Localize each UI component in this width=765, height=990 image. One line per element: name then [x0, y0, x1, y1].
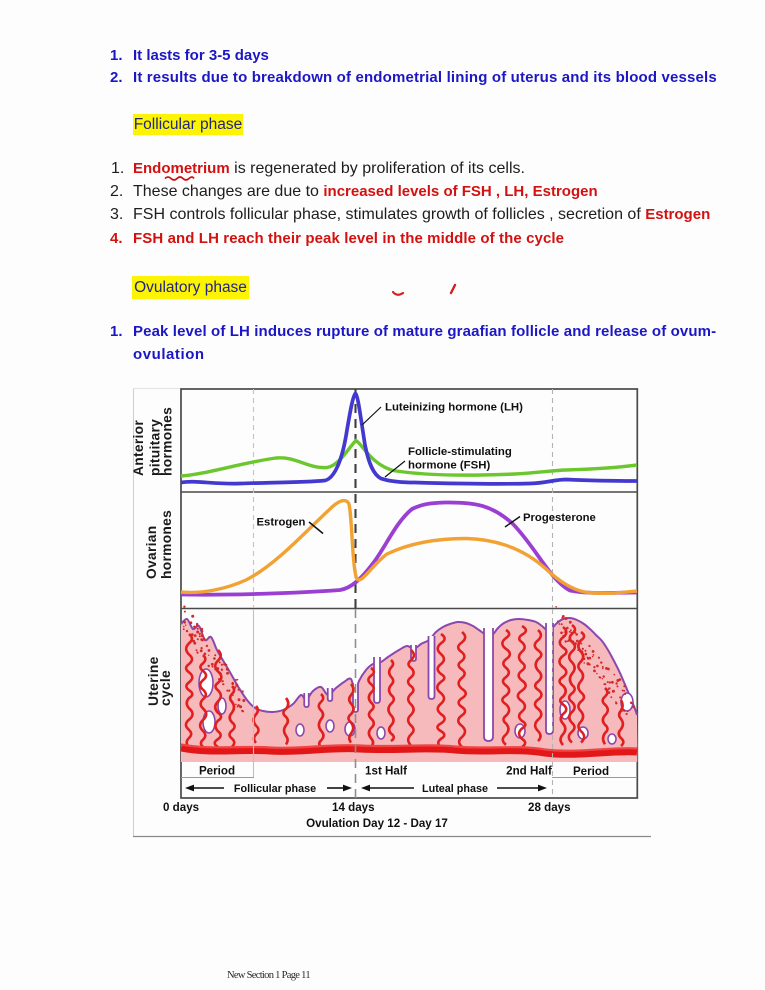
svg-text:hormone (FSH): hormone (FSH): [408, 460, 490, 472]
svg-text:Ovarian: Ovarian: [144, 526, 159, 579]
svg-text:Luteal phase: Luteal phase: [422, 783, 488, 795]
svg-text:Period: Period: [573, 765, 609, 778]
svg-text:Ovulation Day 12 - Day 17: Ovulation Day 12 - Day 17: [306, 817, 448, 830]
svg-text:Anterior: Anterior: [131, 420, 146, 476]
svg-text:Estrogen: Estrogen: [257, 517, 306, 529]
svg-text:1st Half: 1st Half: [365, 765, 407, 778]
svg-text:hormones: hormones: [159, 510, 174, 579]
svg-text:pituitary: pituitary: [148, 419, 163, 476]
svg-text:hormones: hormones: [160, 407, 175, 476]
svg-text:cycle: cycle: [158, 670, 173, 706]
svg-text:Period: Period: [199, 765, 235, 778]
svg-text:28 days: 28 days: [528, 801, 571, 814]
svg-text:Luteinizing hormone (LH): Luteinizing hormone (LH): [385, 402, 523, 414]
svg-text:14 days: 14 days: [332, 801, 375, 814]
svg-text:2nd Half: 2nd Half: [506, 765, 552, 778]
svg-text:Follicular phase: Follicular phase: [234, 783, 316, 795]
svg-text:Uterine: Uterine: [146, 656, 161, 706]
svg-text:0 days: 0 days: [163, 801, 199, 814]
svg-text:Follicle-stimulating: Follicle-stimulating: [408, 446, 512, 458]
svg-text:Progesterone: Progesterone: [523, 512, 596, 524]
